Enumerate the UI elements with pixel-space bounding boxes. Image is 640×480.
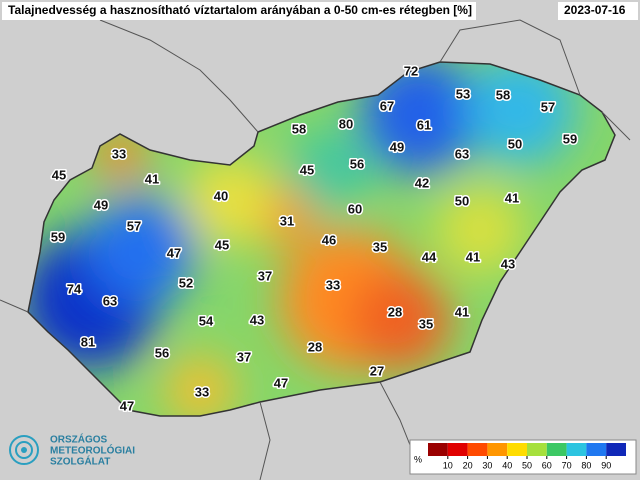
station-value: 47 <box>167 245 181 260</box>
legend-tick-label: 90 <box>601 460 611 470</box>
station-value: 33 <box>112 146 126 161</box>
station-value: 47 <box>120 398 134 413</box>
station-value: 35 <box>419 316 433 331</box>
station-value: 45 <box>300 162 314 177</box>
station-value: 41 <box>145 171 159 186</box>
station-value: 41 <box>466 249 480 264</box>
station-value: 61 <box>417 117 431 132</box>
legend-tick-label: 60 <box>542 460 552 470</box>
legend-tick-label: 70 <box>562 460 572 470</box>
legend-swatch <box>487 443 508 456</box>
station-value: 43 <box>501 256 515 271</box>
station-value: 50 <box>455 193 469 208</box>
station-value: 45 <box>215 237 229 252</box>
station-value: 56 <box>350 156 364 171</box>
station-value: 50 <box>508 136 522 151</box>
station-value: 47 <box>274 375 288 390</box>
station-value: 57 <box>541 99 555 114</box>
legend-swatch <box>527 443 547 456</box>
station-value: 28 <box>388 304 402 319</box>
legend-swatch <box>507 443 527 456</box>
station-value: 31 <box>280 213 294 228</box>
station-value: 27 <box>370 363 384 378</box>
legend-swatch <box>586 443 607 456</box>
legend-swatch <box>428 443 448 456</box>
station-value: 49 <box>94 197 108 212</box>
station-value: 45 <box>52 167 66 182</box>
station-value: 54 <box>199 313 214 328</box>
station-value: 59 <box>51 229 65 244</box>
station-value: 56 <box>155 345 169 360</box>
border <box>259 401 271 480</box>
station-value: 53 <box>456 86 470 101</box>
legend-tick-label: 40 <box>502 460 512 470</box>
station-value: 58 <box>496 87 510 102</box>
station-value: 60 <box>348 201 362 216</box>
legend-tick-label: 80 <box>581 460 591 470</box>
station-value: 35 <box>373 239 387 254</box>
station-value: 46 <box>322 232 336 247</box>
station-value: 33 <box>195 384 209 399</box>
legend-swatch <box>467 443 488 456</box>
legend-unit: % <box>414 454 422 464</box>
station-value: 63 <box>103 293 117 308</box>
date-box <box>558 2 638 20</box>
station-value: 58 <box>292 121 306 136</box>
station-value: 43 <box>250 312 264 327</box>
border <box>601 111 631 141</box>
legend-tick-label: 10 <box>443 460 453 470</box>
station-value: 59 <box>563 131 577 146</box>
station-value: 63 <box>455 146 469 161</box>
legend-swatch <box>566 443 587 456</box>
station-value: 41 <box>455 304 469 319</box>
station-value: 52 <box>179 275 193 290</box>
border <box>0 299 29 313</box>
border <box>99 19 259 133</box>
station-value: 44 <box>422 249 437 264</box>
station-value: 40 <box>214 188 228 203</box>
title: Talajnedvesség a hasznosítható víztartal… <box>8 3 472 17</box>
station-value: 72 <box>404 63 418 78</box>
station-value: 80 <box>339 116 353 131</box>
logo <box>9 435 39 465</box>
title-box <box>2 2 476 20</box>
legend-tick-label: 50 <box>522 460 532 470</box>
station-value: 28 <box>308 339 322 354</box>
logo-text: SZOLGÁLAT <box>50 455 110 468</box>
station-value: 81 <box>81 334 95 349</box>
legend-swatch <box>546 443 567 456</box>
logo-text: ORSZÁGOS <box>50 433 108 446</box>
station-value: 37 <box>258 268 272 283</box>
legend-tick-label: 30 <box>482 460 492 470</box>
border <box>439 19 581 96</box>
station-value: 67 <box>380 98 394 113</box>
station-value: 57 <box>127 218 141 233</box>
legend-swatch <box>606 443 626 456</box>
station-value: 41 <box>505 190 519 205</box>
station-value: 37 <box>237 349 251 364</box>
legend-tick-label: 20 <box>463 460 473 470</box>
station-value: 33 <box>326 277 340 292</box>
date: 2023-07-16 <box>564 3 626 17</box>
logo-text: METEOROLÓGIAI <box>50 444 135 457</box>
legend-swatch <box>447 443 468 456</box>
station-value: 49 <box>390 139 404 154</box>
station-value: 74 <box>67 281 82 296</box>
station-value: 42 <box>415 175 429 190</box>
